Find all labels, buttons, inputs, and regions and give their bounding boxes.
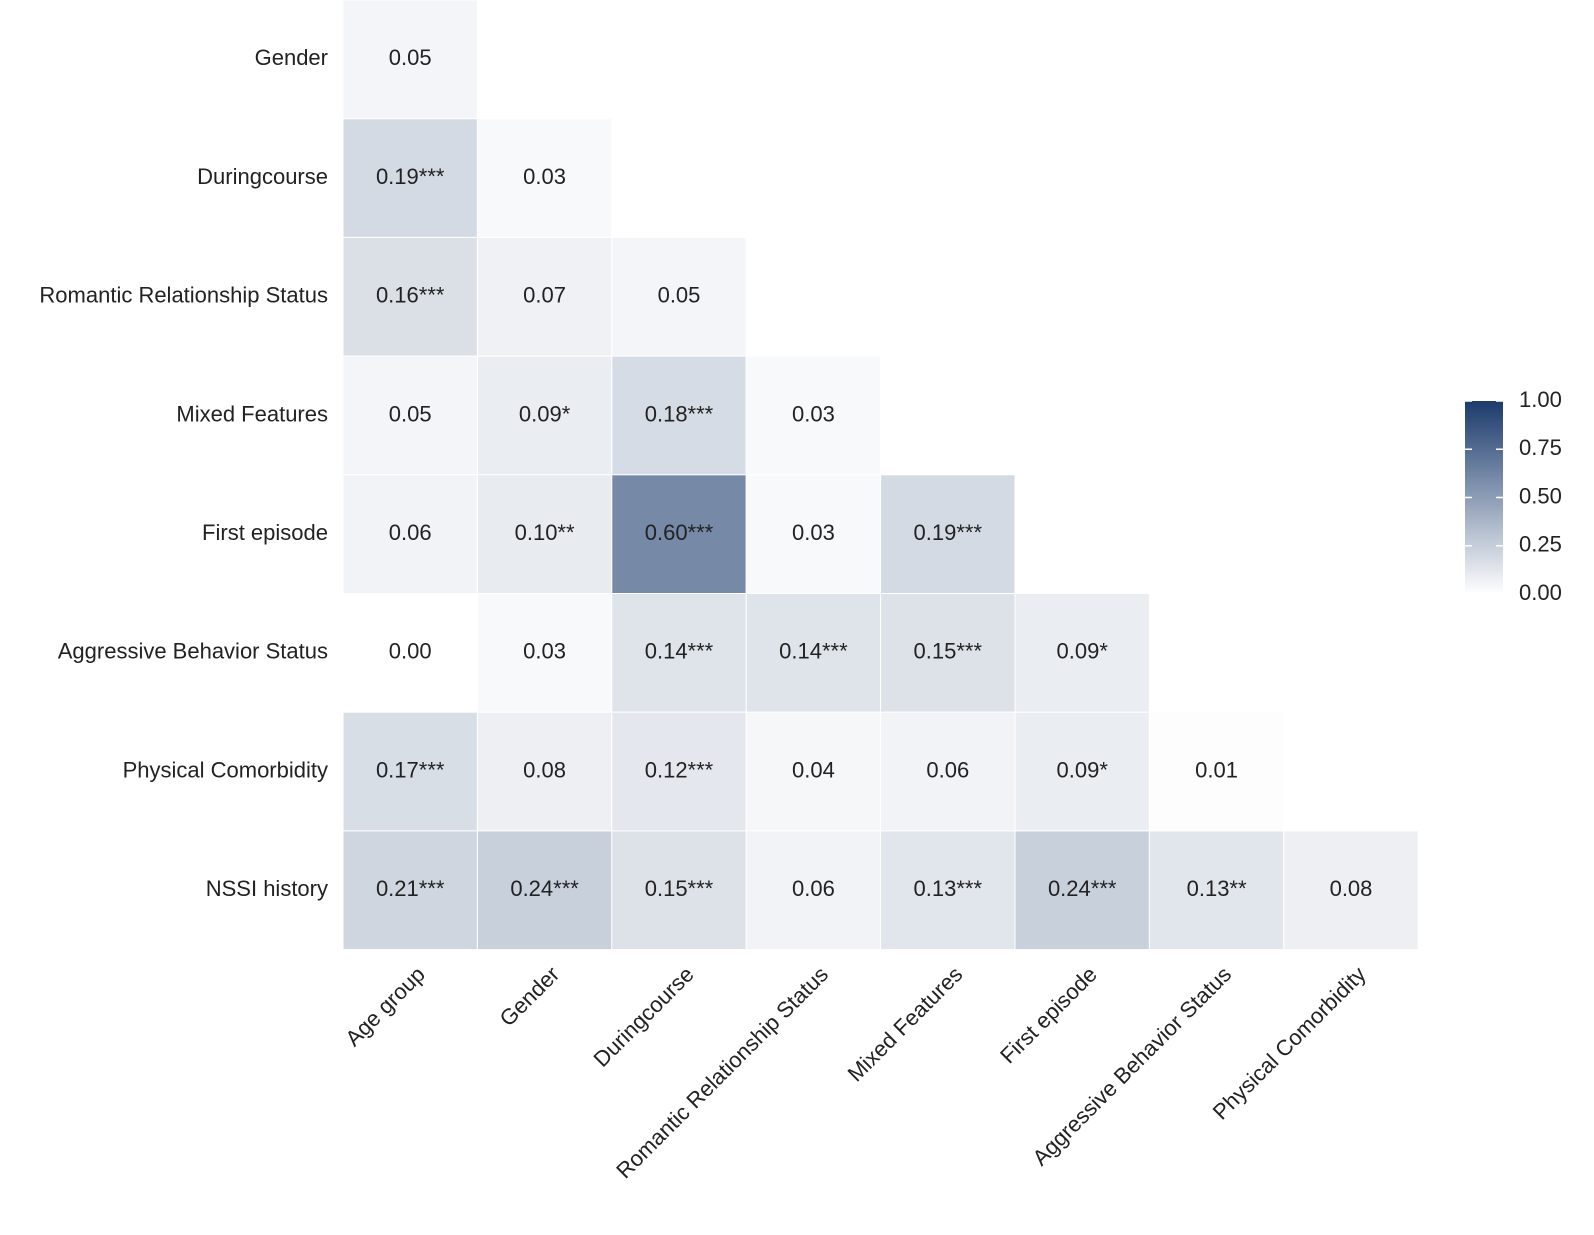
cell-label: 0.03 bbox=[792, 520, 835, 545]
x-tick-label: Romantic Relationship Status bbox=[611, 962, 833, 1184]
x-tick-label: Gender bbox=[495, 962, 565, 1032]
cell-label: 0.00 bbox=[389, 639, 432, 664]
cell-label: 0.13** bbox=[1187, 876, 1247, 901]
heatmap-cell bbox=[745, 355, 882, 476]
heatmap-cell bbox=[342, 118, 478, 238]
colorbar-label: 0.00 bbox=[1519, 580, 1562, 605]
cell-label: 0.24*** bbox=[510, 876, 579, 901]
cell-label: 0.05 bbox=[389, 45, 432, 70]
heatmap-cell bbox=[1014, 711, 1150, 832]
cell-label: 0.06 bbox=[792, 876, 835, 901]
cell-label: 0.18*** bbox=[645, 401, 714, 426]
heatmap-cell bbox=[342, 355, 478, 476]
heatmap-cell bbox=[1283, 830, 1419, 951]
cell-label: 0.14*** bbox=[645, 639, 714, 664]
heatmap-cell bbox=[342, 0, 478, 120]
y-tick-label: First episode bbox=[202, 520, 328, 545]
heatmap-cell bbox=[611, 711, 747, 832]
heatmap-cell bbox=[745, 830, 882, 951]
colorbar-label: 1.00 bbox=[1519, 387, 1562, 412]
heatmap-cell bbox=[476, 355, 613, 476]
cell-label: 0.05 bbox=[658, 283, 701, 308]
heatmap-cell bbox=[1148, 830, 1285, 951]
cell-label: 0.05 bbox=[389, 401, 432, 426]
cell-label: 0.08 bbox=[523, 757, 566, 782]
heatmap-cell bbox=[745, 711, 882, 832]
y-tick-label: Mixed Features bbox=[176, 401, 328, 426]
cell-label: 0.17*** bbox=[376, 757, 445, 782]
cell-label: 0.09* bbox=[1057, 757, 1109, 782]
y-tick-label: NSSI history bbox=[206, 876, 328, 901]
cell-label: 0.12*** bbox=[645, 757, 714, 782]
cell-label: 0.03 bbox=[523, 164, 566, 189]
cell-label: 0.15*** bbox=[914, 639, 983, 664]
colorbar-label: 0.25 bbox=[1519, 532, 1562, 557]
cell-label: 0.10** bbox=[515, 520, 575, 545]
heatmap-cell bbox=[745, 593, 882, 713]
y-tick-label: Duringcourse bbox=[197, 164, 328, 189]
heatmap-cell bbox=[342, 474, 478, 594]
heatmap-cell bbox=[476, 474, 613, 594]
x-tick-label: Mixed Features bbox=[843, 962, 968, 1087]
cell-label: 0.07 bbox=[523, 283, 566, 308]
y-tick-label: Physical Comorbidity bbox=[123, 757, 328, 782]
x-tick-label: Duringcourse bbox=[588, 962, 698, 1072]
x-tick-label: Age group bbox=[340, 962, 429, 1051]
cell-label: 0.19*** bbox=[914, 520, 983, 545]
heatmap-cell bbox=[476, 711, 613, 832]
heatmap-cell bbox=[342, 236, 478, 357]
cell-label: 0.60*** bbox=[645, 520, 714, 545]
heatmap-cell bbox=[880, 474, 1016, 594]
heatmap-cell bbox=[476, 830, 613, 951]
heatmap-cell bbox=[611, 830, 747, 951]
cell-label: 0.01 bbox=[1195, 757, 1238, 782]
heatmap-cell bbox=[476, 593, 613, 713]
cell-label: 0.04 bbox=[792, 757, 835, 782]
colorbar-label: 0.50 bbox=[1519, 483, 1562, 508]
y-tick-label: Romantic Relationship Status bbox=[39, 283, 328, 308]
cell-label: 0.19*** bbox=[376, 164, 445, 189]
cell-label: 0.03 bbox=[792, 401, 835, 426]
heatmap-cell bbox=[1014, 593, 1150, 713]
cell-label: 0.13*** bbox=[914, 876, 983, 901]
colorbar-label: 0.75 bbox=[1519, 435, 1562, 460]
cell-label: 0.21*** bbox=[376, 876, 445, 901]
cell-label: 0.09* bbox=[1057, 639, 1109, 664]
cell-label: 0.03 bbox=[523, 639, 566, 664]
heatmap-cell bbox=[611, 474, 747, 594]
cell-label: 0.06 bbox=[926, 757, 969, 782]
x-tick-label: Physical Comorbidity bbox=[1208, 962, 1371, 1125]
cell-label: 0.15*** bbox=[645, 876, 714, 901]
cell-label: 0.16*** bbox=[376, 283, 445, 308]
heatmap-cell bbox=[880, 830, 1016, 951]
heatmap-cell bbox=[1014, 830, 1150, 951]
cell-label: 0.06 bbox=[389, 520, 432, 545]
cell-label: 0.24*** bbox=[1048, 876, 1117, 901]
heatmap-cell bbox=[342, 830, 478, 951]
cell-label: 0.14*** bbox=[779, 639, 848, 664]
cell-label: 0.09* bbox=[519, 401, 571, 426]
heatmap-cell bbox=[476, 236, 613, 357]
y-tick-label: Aggressive Behavior Status bbox=[58, 639, 328, 664]
cell-label: 0.08 bbox=[1330, 876, 1373, 901]
y-tick-label: Gender bbox=[255, 45, 328, 70]
x-tick-label: First episode bbox=[995, 962, 1102, 1069]
heatmap-cell bbox=[880, 711, 1016, 832]
heatmap-cell bbox=[1148, 711, 1285, 832]
heatmap-cell bbox=[880, 593, 1016, 713]
heatmap-cell bbox=[611, 236, 747, 357]
